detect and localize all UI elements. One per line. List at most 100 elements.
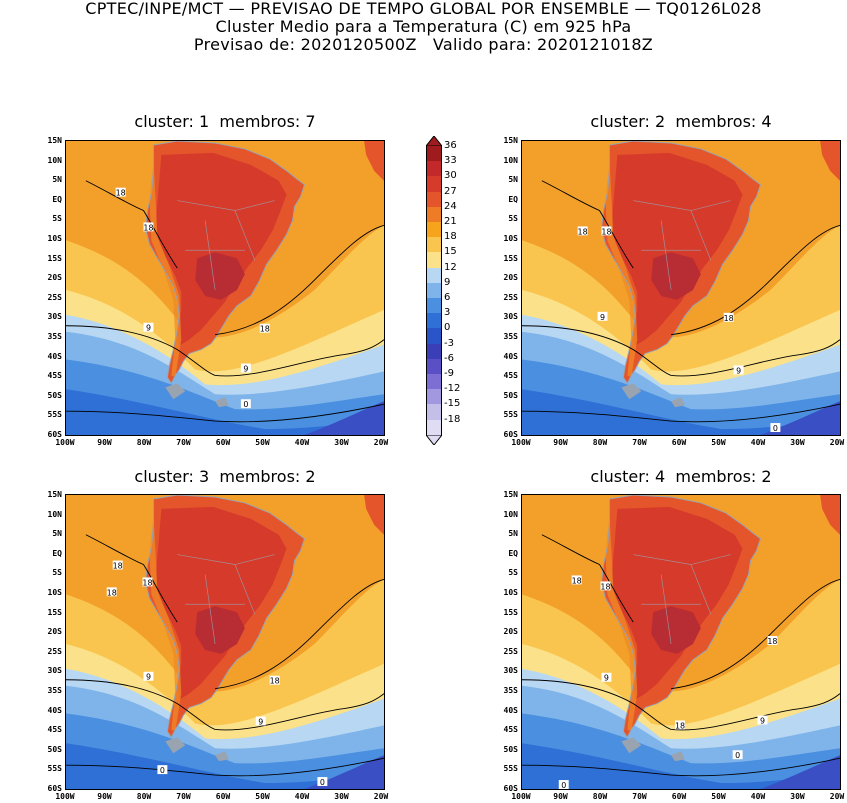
lat-tick-label: 55S — [503, 764, 518, 774]
lat-tick-label: 60S — [503, 784, 518, 793]
colorbar-label: 36 — [444, 140, 457, 151]
lat-tick-label: 35S — [47, 686, 62, 695]
colorbar-swatch — [426, 419, 442, 435]
colorbar-swatch — [426, 374, 442, 390]
contour-label: 9 — [243, 364, 248, 373]
colorbar-swatch — [426, 237, 442, 253]
contour-label: 9 — [146, 673, 151, 682]
colorbar-label: 33 — [444, 155, 457, 167]
lat-tick-label: 20S — [47, 627, 62, 637]
lon-tick-label: 30W — [334, 438, 349, 447]
colorbar-swatch — [426, 191, 442, 207]
lat-tick-label: 15N — [503, 490, 518, 499]
contour-label: 18 — [143, 223, 153, 232]
lat-tick-label: 40S — [47, 351, 62, 361]
colorbar-label: 18 — [444, 231, 457, 243]
colorbar-label: -9 — [444, 368, 454, 379]
contour-label: 9 — [736, 366, 741, 375]
lat-tick-label: 15N — [47, 490, 62, 499]
contour-label: 18 — [767, 637, 777, 646]
lat-tick-label: 5S — [508, 568, 518, 578]
lat-tick-label: 45S — [503, 371, 518, 381]
header-line-1: CPTEC/INPE/MCT — PREVISAO DE TEMPO GLOBA… — [85, 0, 762, 18]
lat-tick-label: 15S — [47, 253, 62, 263]
lon-tick-label: 20W — [829, 438, 845, 447]
lat-tick-label: 15N — [47, 136, 62, 145]
panel-title-3: cluster: 3 membros: 2 — [134, 467, 316, 486]
colorbar-label: -12 — [444, 383, 461, 395]
lat-tick-label: 25S — [503, 292, 518, 302]
colorbar-label: 21 — [444, 216, 457, 227]
map-panel-2: 18 18 9 18 9 0 — [521, 140, 841, 436]
lon-tick-label: 100W — [55, 792, 75, 801]
lon-tick-label: 50W — [255, 438, 270, 447]
lon-tick-label: 80W — [136, 792, 152, 801]
contour-label: 0 — [735, 751, 740, 760]
lat-tick-label: 55S — [47, 764, 62, 774]
lat-tick-label: 20S — [47, 273, 62, 283]
lon-tick-label: 50W — [711, 792, 726, 801]
contour-label: 18 — [113, 562, 123, 571]
lat-tick-label: 35S — [503, 332, 518, 341]
contour-label: 0 — [773, 424, 778, 433]
map-panel-1: 18 18 9 18 9 0 — [65, 140, 385, 436]
colorbar-label: 0 — [444, 322, 451, 334]
lat-tick-label: 15S — [503, 607, 518, 617]
contour-label: 18 — [724, 314, 734, 323]
colorbar-swatch — [426, 343, 442, 359]
lat-tick-label: 30S — [47, 312, 62, 322]
lat-tick-label: 20S — [503, 273, 518, 283]
colorbar-label: -15 — [444, 398, 461, 410]
contour-label: 18 — [601, 227, 611, 236]
colorbar-swatch — [426, 176, 442, 192]
lon-tick-label: 50W — [711, 438, 726, 447]
lat-tick-label: 45S — [47, 371, 62, 381]
lat-tick-label: 10N — [47, 509, 62, 519]
colorbar-label: 24 — [444, 200, 457, 212]
contour-label: 0 — [320, 778, 325, 787]
panel-title-2: cluster: 2 membros: 4 — [590, 112, 772, 131]
lon-tick-label: 90W — [553, 792, 568, 801]
contour-label: 18 — [675, 721, 685, 730]
lat-tick-label: 5N — [52, 175, 62, 185]
contour-label: 18 — [142, 578, 152, 587]
colorbar-bottom-arrow — [426, 434, 442, 445]
lon-tick-label: 40W — [294, 438, 310, 447]
contour-label: 18 — [107, 588, 117, 597]
colorbar-swatch — [426, 389, 442, 405]
lat-tick-label: 10N — [503, 155, 518, 165]
lon-tick-label: 40W — [750, 792, 766, 801]
lat-tick-label: 15S — [503, 253, 518, 263]
lat-tick-label: 45S — [47, 725, 62, 735]
lat-tick-label: 50S — [47, 390, 62, 400]
lat-tick-label: 40S — [503, 705, 518, 715]
lat-tick-label: 50S — [47, 744, 62, 754]
lat-tick-label: 5S — [508, 214, 518, 224]
lat-tick-label: 10S — [503, 588, 518, 597]
lon-tick-label: 20W — [829, 792, 845, 801]
lon-tick-label: 100W — [511, 438, 531, 447]
lon-tick-label: 60W — [671, 438, 687, 447]
lat-tick-label: 55S — [503, 410, 518, 420]
lat-tick-label: 35S — [47, 332, 62, 341]
lon-tick-label: 30W — [790, 438, 805, 447]
contour-label: 18 — [270, 677, 280, 686]
contour-label: 18 — [116, 189, 126, 198]
colorbar-swatch — [426, 267, 442, 283]
lon-tick-label: 20W — [373, 438, 389, 447]
lat-tick-label: 50S — [503, 390, 518, 400]
colorbar-label: 3 — [444, 307, 451, 319]
lon-tick-label: 30W — [790, 792, 805, 801]
contour-label: 0 — [561, 781, 566, 789]
lon-tick-label: 100W — [55, 438, 75, 447]
lon-tick-label: 60W — [215, 438, 231, 447]
lon-tick-label: 20W — [373, 792, 389, 801]
colorbar-swatch — [426, 298, 442, 314]
lon-tick-label: 90W — [97, 792, 112, 801]
map-panel-3: 18 18 18 9 18 9 0 0 — [65, 494, 385, 790]
lon-tick-label: 90W — [553, 438, 568, 447]
lat-tick-label: 60S — [47, 784, 62, 793]
lon-tick-label: 70W — [176, 438, 191, 447]
colorbar-label: -3 — [444, 337, 454, 349]
lon-tick-label: 50W — [255, 792, 270, 801]
